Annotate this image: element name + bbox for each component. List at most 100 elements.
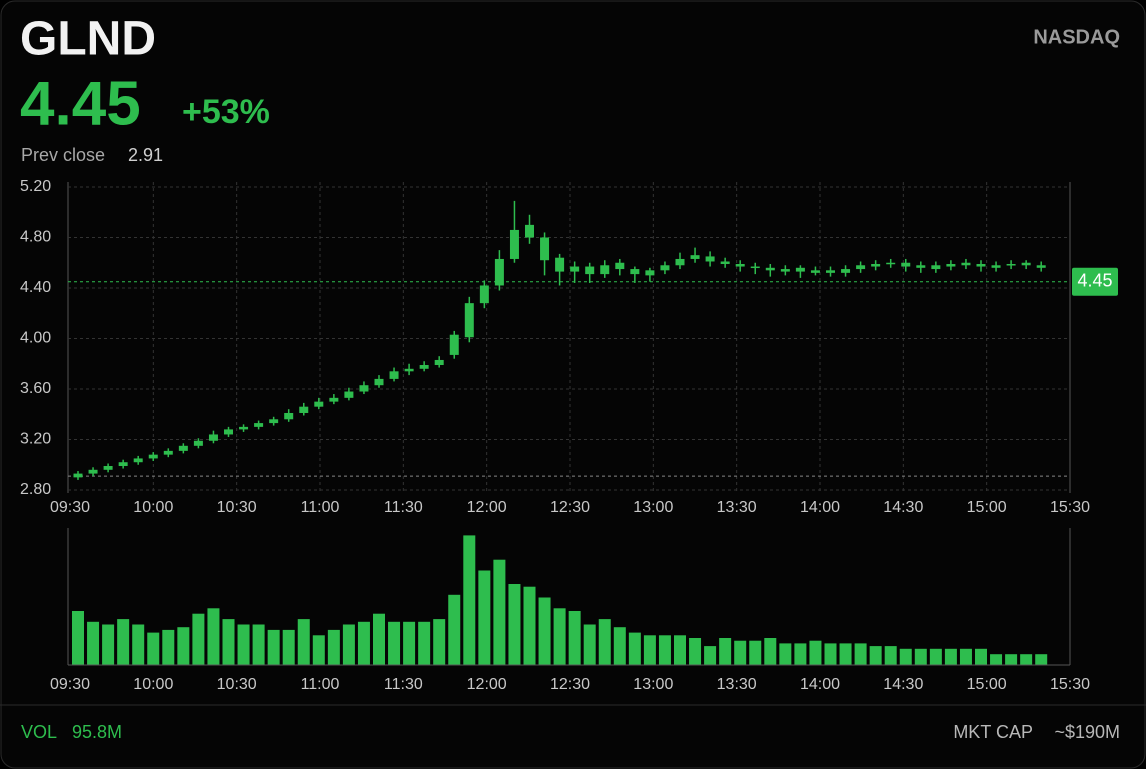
volume-bar — [117, 619, 130, 665]
candle-body — [916, 265, 926, 268]
candle-body — [705, 256, 715, 262]
candle-body — [103, 466, 113, 470]
volume-bar — [388, 621, 401, 665]
volume-bar — [267, 629, 280, 665]
price-change: +53% — [182, 93, 270, 131]
candle-body — [660, 265, 670, 271]
candle-body — [224, 429, 233, 435]
candle-body — [765, 267, 775, 271]
volume-bar — [448, 594, 461, 665]
candle-body — [750, 266, 760, 269]
volume-bar — [1020, 654, 1033, 665]
x-tick-label: 12:00 — [467, 499, 507, 516]
last-price-tag-label: 4.45 — [1077, 270, 1112, 290]
symbol: GLND — [20, 13, 156, 66]
candle-body — [901, 262, 911, 267]
volume-bar — [794, 643, 807, 665]
x-tick-label: 09:30 — [50, 676, 90, 693]
prev-close: 2.91 — [128, 145, 163, 165]
volume-bar — [884, 646, 897, 665]
volume-bar — [222, 619, 235, 665]
volume-bar — [357, 621, 370, 665]
candle-body — [239, 426, 249, 430]
volume-bar — [192, 613, 205, 665]
candle-body — [299, 406, 309, 413]
candle-body — [178, 445, 188, 451]
volume-bar — [523, 586, 536, 665]
candle-body — [780, 269, 790, 272]
volume-bar — [252, 624, 265, 665]
candle-body — [163, 450, 173, 455]
candle-body — [675, 258, 685, 266]
candle-body — [720, 261, 730, 265]
x-tick-label: 13:30 — [717, 499, 757, 516]
volume-bar — [704, 646, 717, 665]
volume-bar — [207, 608, 220, 665]
candle-body — [585, 266, 595, 275]
y-tick-label: 3.60 — [20, 380, 51, 397]
prev-close-label: Prev close — [21, 145, 105, 165]
candle-body — [494, 258, 504, 286]
volume-bar — [764, 638, 777, 665]
volume-bar — [102, 624, 115, 665]
volume-bar — [779, 643, 792, 665]
candle-body — [344, 391, 354, 398]
y-tick-label: 4.40 — [20, 279, 51, 296]
volume-bar — [162, 629, 175, 665]
candle-body — [946, 264, 956, 267]
candle-body — [841, 269, 851, 273]
x-tick-label: 15:00 — [967, 676, 1007, 693]
volume-bar — [493, 559, 506, 665]
candle-body — [886, 262, 896, 265]
candle-body — [359, 385, 369, 392]
candle-body — [404, 368, 414, 372]
volume-bar — [749, 640, 762, 665]
x-tick-label: 15:30 — [1050, 499, 1090, 516]
volume-bar — [237, 624, 250, 665]
candle-body — [208, 434, 218, 441]
x-tick-label: 14:00 — [800, 676, 840, 693]
candle-body — [509, 229, 519, 259]
y-tick-label: 2.80 — [20, 481, 51, 498]
volume-bar — [403, 621, 416, 665]
candle-body — [931, 265, 941, 270]
candle-body — [479, 285, 489, 304]
y-tick-label: 4.80 — [20, 229, 51, 246]
candle-body — [735, 264, 745, 267]
candle-body — [555, 257, 565, 272]
volume-bar — [418, 621, 431, 665]
candle-body — [976, 264, 986, 267]
volume-bar — [869, 646, 882, 665]
volume-bar — [312, 635, 325, 665]
volume-bar — [689, 638, 702, 665]
volume-bar — [177, 627, 190, 665]
candle-body — [193, 440, 203, 446]
candle-body — [148, 454, 158, 459]
y-tick-label: 3.20 — [20, 431, 51, 448]
candle-body — [856, 265, 866, 270]
volume-bar — [433, 619, 446, 665]
candle-body — [118, 462, 128, 467]
last-price: 4.45 — [20, 69, 141, 138]
volume-bar — [342, 624, 355, 665]
x-tick-label: 09:30 — [50, 499, 90, 516]
candle-body — [525, 224, 534, 238]
candle-body — [690, 255, 700, 259]
volume-bar — [132, 624, 145, 665]
volume-bar — [734, 640, 747, 665]
candle-body — [73, 473, 83, 478]
candle-body — [630, 269, 640, 275]
x-tick-label: 14:30 — [883, 676, 923, 693]
volume-bar — [327, 629, 340, 665]
volume-bar — [929, 648, 942, 665]
volume-bar — [899, 648, 912, 665]
volume-bar — [975, 648, 987, 665]
candle-body — [1021, 262, 1031, 266]
x-tick-label: 15:00 — [967, 499, 1007, 516]
candle-body — [133, 458, 143, 463]
candle-body — [540, 237, 550, 261]
x-tick-label: 13:30 — [717, 676, 757, 693]
candle-body — [434, 359, 444, 366]
